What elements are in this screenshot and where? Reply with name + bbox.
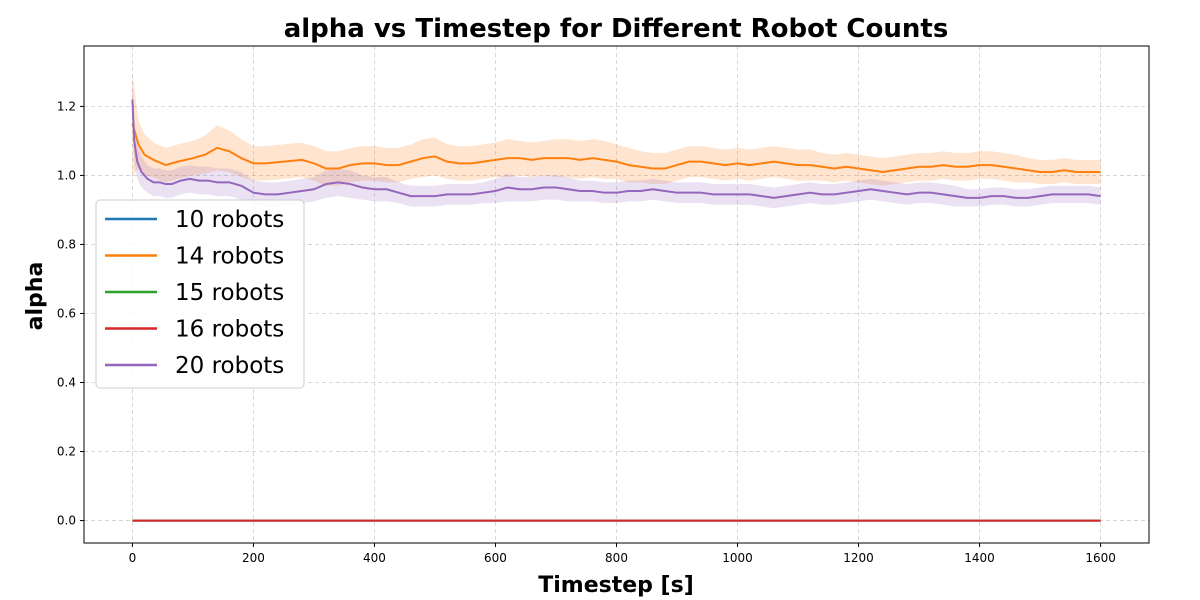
- y-tick-label: 0.2: [57, 445, 76, 459]
- legend: 10 robots 14 robots 15 robots 16 robots 20 r…: [95, 199, 305, 389]
- series-lines: [131, 99, 1101, 522]
- confidence-bands: [132, 71, 1101, 209]
- y-tick-label: 0.4: [57, 376, 76, 390]
- x-tick-label: 800: [605, 551, 628, 565]
- y-tick-label: 1.0: [57, 168, 76, 182]
- x-axis-label: Timestep [s]: [538, 573, 694, 598]
- x-tick-label: 200: [242, 551, 265, 565]
- legend-label: 10 robots: [175, 207, 284, 233]
- line-20-robots: [131, 99, 1101, 199]
- x-tick-label: 1400: [964, 551, 995, 565]
- y-tick-label: 0.6: [57, 306, 76, 320]
- legend-label: 20 robots: [175, 353, 284, 379]
- x-tick-label: 400: [363, 551, 386, 565]
- x-tick-label: 1200: [843, 551, 874, 565]
- line-14-robots: [131, 123, 1101, 173]
- legend-label: 16 robots: [175, 317, 284, 343]
- y-tick-label: 0.0: [57, 514, 76, 528]
- band-20-robots: [132, 75, 1101, 209]
- y-tick-label: 1.2: [57, 99, 76, 113]
- chart-title: alpha vs Timestep for Different Robot Co…: [284, 14, 949, 44]
- x-tick-label: 1600: [1085, 551, 1116, 565]
- y-axis-ticks: 0.0 0.2 0.4 0.6 0.8 1.0 1.2: [57, 99, 84, 528]
- y-tick-label: 0.8: [57, 237, 76, 251]
- x-tick-label: 1000: [722, 551, 753, 565]
- legend-label: 15 robots: [175, 280, 284, 306]
- x-axis-ticks: 0 200 400 600 800 1000 1200 1400 1600: [129, 543, 1116, 565]
- y-axis-label: alpha: [23, 262, 48, 331]
- x-tick-label: 0: [129, 551, 137, 565]
- x-tick-label: 600: [484, 551, 507, 565]
- band-14-robots: [132, 71, 1101, 186]
- legend-box: [95, 199, 305, 389]
- legend-label: 14 robots: [175, 244, 284, 270]
